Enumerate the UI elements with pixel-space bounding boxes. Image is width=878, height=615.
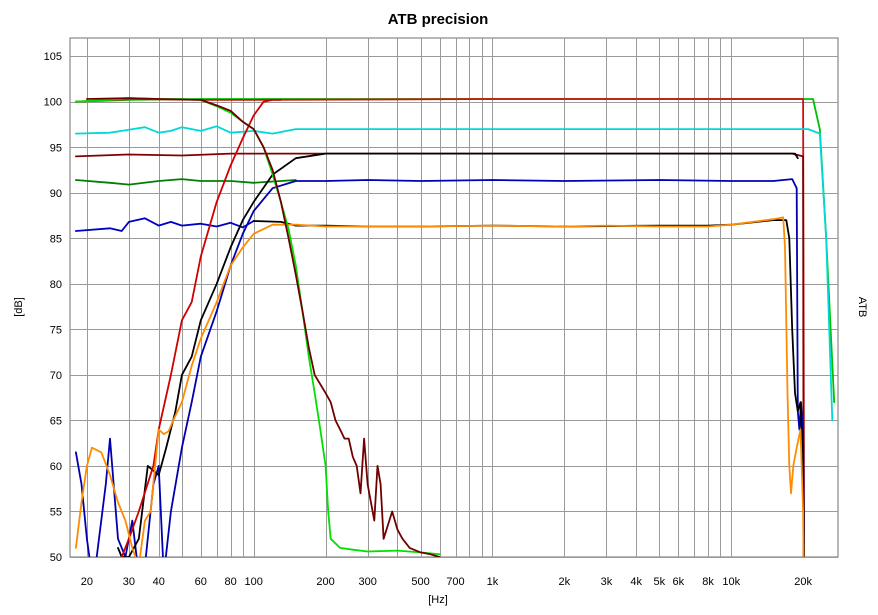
y-tick-label: 90: [50, 188, 62, 200]
x-tick-label: 2k: [559, 576, 571, 588]
plot-area: [69, 37, 839, 558]
series-line-11: [75, 216, 805, 557]
x-tick-label: 80: [224, 576, 236, 588]
chart-title: ATB precision: [388, 11, 489, 28]
series-layer: [75, 97, 836, 557]
x-tick-label: 200: [316, 576, 334, 588]
y-tick-label: 70: [50, 370, 62, 382]
y-tick-label: 85: [50, 233, 62, 245]
y-tick-label: 65: [50, 415, 62, 427]
x-tick-label: 10k: [722, 576, 740, 588]
x-tick-label: 1k: [487, 576, 499, 588]
x-tick-label: 6k: [672, 576, 684, 588]
x-tick-label: 700: [446, 576, 464, 588]
x-tick-label: 500: [411, 576, 429, 588]
y-tick-label: 50: [50, 552, 62, 564]
x-tick-label: 100: [245, 576, 263, 588]
y-tick-label: 80: [50, 279, 62, 291]
x-axis-label: [Hz]: [428, 594, 448, 606]
y-axis-label: [dB]: [13, 297, 25, 317]
y-tick-label: 95: [50, 142, 62, 154]
y-tick-label: 60: [50, 461, 62, 473]
x-tick-label: 8k: [702, 576, 714, 588]
x-tick-label: 20: [81, 576, 93, 588]
x-tick-label: 30: [123, 576, 135, 588]
series-line-13: [86, 97, 441, 557]
y-tick-label: 100: [44, 97, 62, 109]
y-tick-label: 105: [44, 51, 62, 63]
y-tick-label: 75: [50, 324, 62, 336]
series-line-6: [75, 217, 255, 232]
y-tick-labels: 50 55 60 65 70 75 80 85 90 95 100 105: [44, 51, 62, 564]
x-tick-label: 4k: [630, 576, 642, 588]
y-axis-label-right: ATB: [856, 297, 868, 318]
x-tick-label: 300: [358, 576, 376, 588]
x-tick-label: 3k: [601, 576, 613, 588]
series-line-8: [117, 152, 799, 557]
x-tick-labels: 20 30 40 60 80 100 200 300 500 700 1k 2k 3k 4k 5k 6k 8k 1…: [81, 576, 813, 588]
x-tick-label: 40: [153, 576, 165, 588]
x-tick-label: 60: [195, 576, 207, 588]
x-tick-label: 20k: [794, 576, 812, 588]
series-line-10: [120, 99, 282, 557]
y-tick-label: 55: [50, 506, 62, 518]
grid: [70, 38, 838, 558]
x-tick-label: 5k: [654, 576, 666, 588]
